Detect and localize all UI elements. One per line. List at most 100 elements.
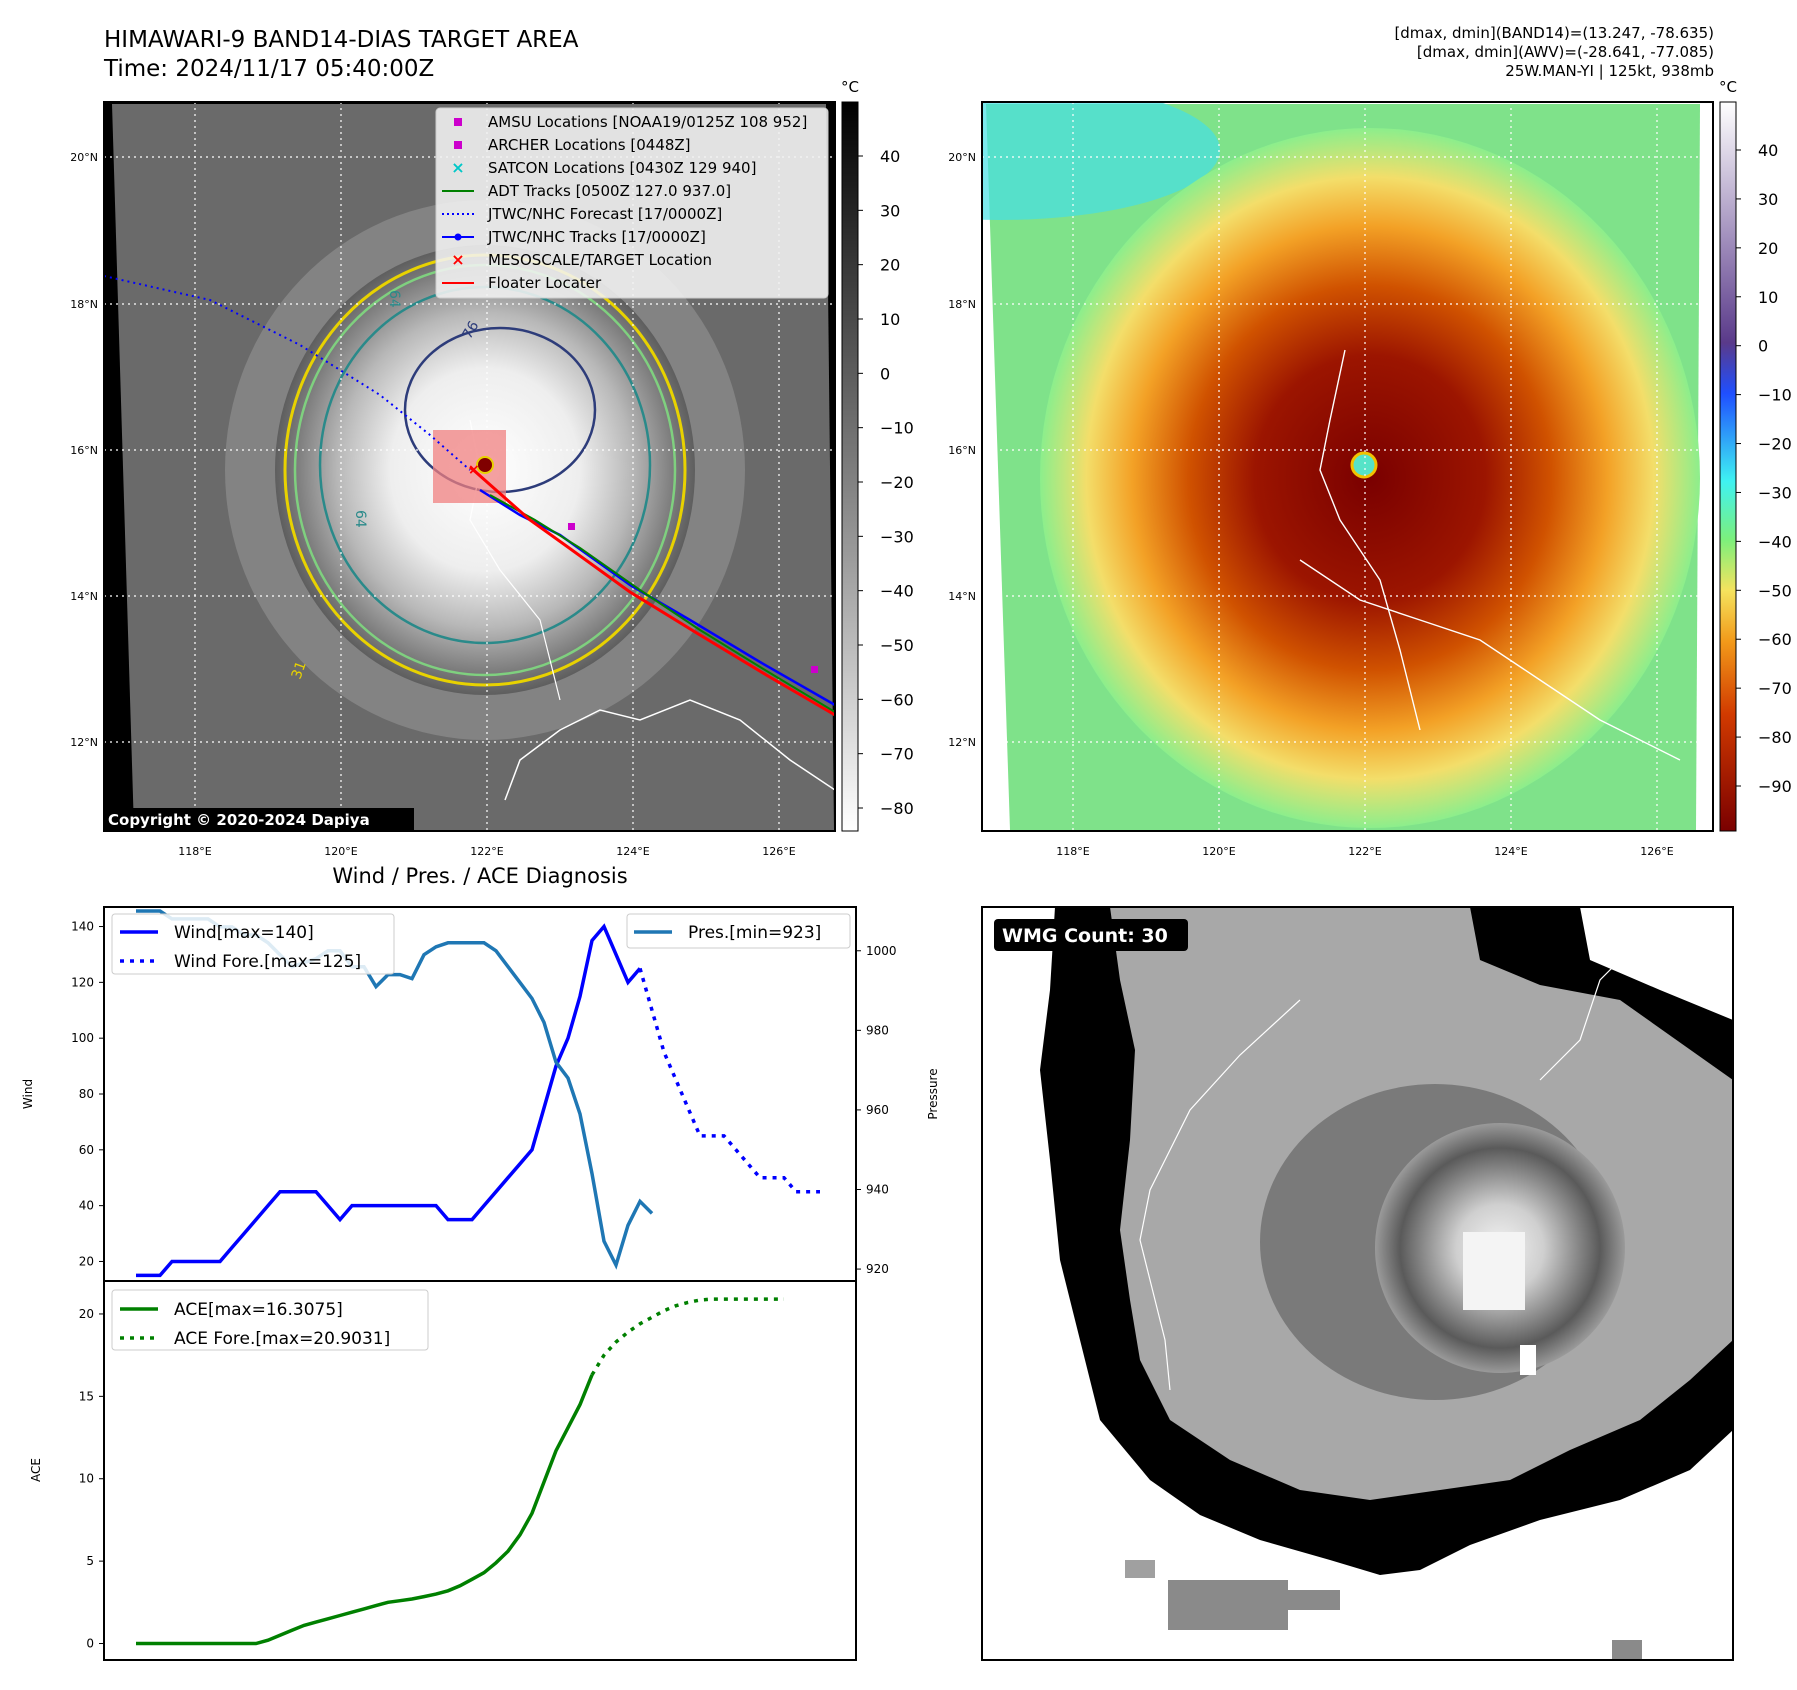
lon-tick-label: 124°E xyxy=(1494,845,1527,858)
colorbar-tick-label: −90 xyxy=(1758,777,1792,796)
legend-marker-dot xyxy=(454,233,462,241)
ace-chart-frame xyxy=(103,1280,857,1661)
ace-tick-label: 10 xyxy=(79,1472,94,1486)
wv-map-gridlines xyxy=(982,102,1713,831)
legend-entry: Floater Locater xyxy=(442,274,602,292)
colorbar-tick-label: 0 xyxy=(1758,337,1768,356)
wind-tick-label: 120 xyxy=(71,975,94,989)
wmg-band-pixel-d xyxy=(1612,1640,1642,1660)
legend-label: AMSU Locations [NOAA19/0125Z 108 952] xyxy=(488,113,807,131)
ir-legend-box xyxy=(435,107,829,299)
ir-map-frame xyxy=(103,101,836,832)
wind-forecast-legend-label: Wind Fore.[max=125] xyxy=(174,952,361,972)
legend-label: SATCON Locations [0430Z 129 940] xyxy=(488,159,756,177)
wv-coastline-visayas xyxy=(1299,559,1681,761)
diagnosis-title: Wind / Pres. / ACE Diagnosis xyxy=(332,864,627,888)
wmg-coastline-east xyxy=(1539,939,1641,1081)
colorbar-tick-label: −40 xyxy=(880,582,914,601)
lat-tick-label: 12°N xyxy=(70,736,98,749)
jtwc-best-track xyxy=(479,488,835,707)
lat-tick-label: 20°N xyxy=(948,151,976,164)
lon-tick-label: 120°E xyxy=(1202,845,1235,858)
lon-tick-label: 126°E xyxy=(1640,845,1673,858)
legend-entry: × MESOSCALE/TARGET Location xyxy=(451,250,712,269)
pressure-tick-label: 980 xyxy=(866,1023,889,1037)
colorbar-tick-label: −30 xyxy=(1758,483,1792,502)
legend-entry: JTWC/NHC Tracks [17/0000Z] xyxy=(442,228,706,246)
lat-tick-label: 16°N xyxy=(70,444,98,457)
lat-tick-label: 18°N xyxy=(948,298,976,311)
wind-legend-label: Wind[max=140] xyxy=(174,923,314,943)
wind-tick-label: 100 xyxy=(71,1031,94,1045)
lon-tick-label: 118°E xyxy=(1056,845,1089,858)
colorbar-tick-label: −10 xyxy=(1758,386,1792,405)
wmg-frame xyxy=(981,906,1734,1661)
jtwc-forecast-track xyxy=(104,275,471,471)
colorbar-tick-label: −80 xyxy=(1758,728,1792,747)
wind-pressure-chart: 20 40 60 80 100 120 140 920 940 960 980 1000 Wind[ma… xyxy=(71,909,897,1278)
wv-colorbar-unit: °C xyxy=(1719,78,1737,96)
legend-marker-square xyxy=(454,118,462,126)
colorbar-tick-label: −40 xyxy=(1758,532,1792,551)
ir-legend xyxy=(435,107,829,299)
lon-tick-label: 124°E xyxy=(616,845,649,858)
colorbar-tick-label: −60 xyxy=(880,690,914,709)
ace-forecast-legend-label: ACE Fore.[max=20.9031] xyxy=(174,1329,390,1349)
pressure-axis-label: Pressure xyxy=(926,1068,940,1119)
copyright-box xyxy=(104,808,414,830)
wv-dry-slot xyxy=(982,102,1220,220)
colorbar-tick-label: 0 xyxy=(880,364,890,383)
colorbar-tick-label: 20 xyxy=(1758,239,1778,258)
chart-time: Time: 2024/11/17 05:40:00Z xyxy=(104,56,435,82)
ace-tick-label: 15 xyxy=(79,1389,94,1403)
mesoscale-target-marker: × xyxy=(468,462,480,478)
contour-label-64-a: 64 xyxy=(352,510,368,528)
legend-entry: JTWC/NHC Forecast [17/0000Z] xyxy=(442,205,722,223)
wmg-band-pixel-a xyxy=(1125,1560,1155,1578)
ir-colorbar-unit: °C xyxy=(841,78,859,96)
map-axis-labels: 20°N 18°N 16°N 14°N 12°N 118°E 120°E 122°E 124°E… xyxy=(70,151,1674,858)
storm-eye-marker xyxy=(476,456,494,474)
colorbar-tick-label: −70 xyxy=(1758,679,1792,698)
ir-coastline xyxy=(504,699,835,801)
wind-axis-label: Wind xyxy=(21,1079,35,1109)
colorbar-tick-label: 40 xyxy=(880,147,900,166)
lon-tick-label: 126°E xyxy=(762,845,795,858)
colorbar-tick-label: 10 xyxy=(1758,288,1778,307)
ace-axis-label: ACE xyxy=(29,1458,43,1482)
ir-colorbar-ticks: 40 30 20 10 0 −10 −20 −30 −40 −50 −60 −70 −80 xyxy=(858,147,914,818)
lat-tick-label: 18°N xyxy=(70,298,98,311)
legend-label: ADT Tracks [0500Z 127.0 937.0] xyxy=(488,182,731,200)
legend-label: Floater Locater xyxy=(488,274,602,292)
pressure-tick-label: 960 xyxy=(866,1103,889,1117)
lat-tick-label: 14°N xyxy=(948,590,976,603)
wv-colorbar-ticks: 40 30 20 10 0 −10 −20 −30 −40 −50 −60 −70 −80 −90 xyxy=(1736,141,1792,796)
wv-storm-field xyxy=(1040,128,1700,828)
wmg-eye xyxy=(1463,1232,1525,1310)
ace-series xyxy=(136,1374,594,1646)
lat-tick-label: 20°N xyxy=(70,151,98,164)
colorbar-tick-label: −20 xyxy=(1758,435,1792,454)
colorbar-tick-label: −20 xyxy=(880,473,914,492)
legend-marker-x: × xyxy=(451,250,464,269)
legend-entry: × SATCON Locations [0430Z 129 940] xyxy=(451,158,756,177)
lon-tick-label: 122°E xyxy=(1348,845,1381,858)
legend-label: JTWC/NHC Forecast [17/0000Z] xyxy=(487,205,722,223)
ir-legend-entries: AMSU Locations [NOAA19/0125Z 108 952] ARC… xyxy=(442,113,807,292)
legend-label: MESOSCALE/TARGET Location xyxy=(488,251,712,269)
dmax-awv-text: [dmax, dmin](AWV)=(-28.641, -77.085) xyxy=(1416,43,1714,61)
lat-tick-label: 16°N xyxy=(948,444,976,457)
adt-track xyxy=(489,494,835,713)
colorbar-tick-label: −70 xyxy=(880,745,914,764)
chart-title: HIMAWARI-9 BAND14-DIAS TARGET AREA xyxy=(104,27,579,53)
colorbar-tick-label: 30 xyxy=(1758,190,1778,209)
wmg-panel xyxy=(982,907,1733,1660)
colorbar-tick-label: −10 xyxy=(880,419,914,438)
ace-chart: 0 5 10 15 20 ACE[max=16.3075] ACE Fore.[max=20… xyxy=(79,1289,784,1651)
lon-tick-label: 122°E xyxy=(470,845,503,858)
ace-legend-box xyxy=(111,1289,429,1351)
lat-tick-label: 12°N xyxy=(948,736,976,749)
storm-info-text: 25W.MAN-YI | 125kt, 938mb xyxy=(1505,62,1714,80)
lat-tick-label: 14°N xyxy=(70,590,98,603)
